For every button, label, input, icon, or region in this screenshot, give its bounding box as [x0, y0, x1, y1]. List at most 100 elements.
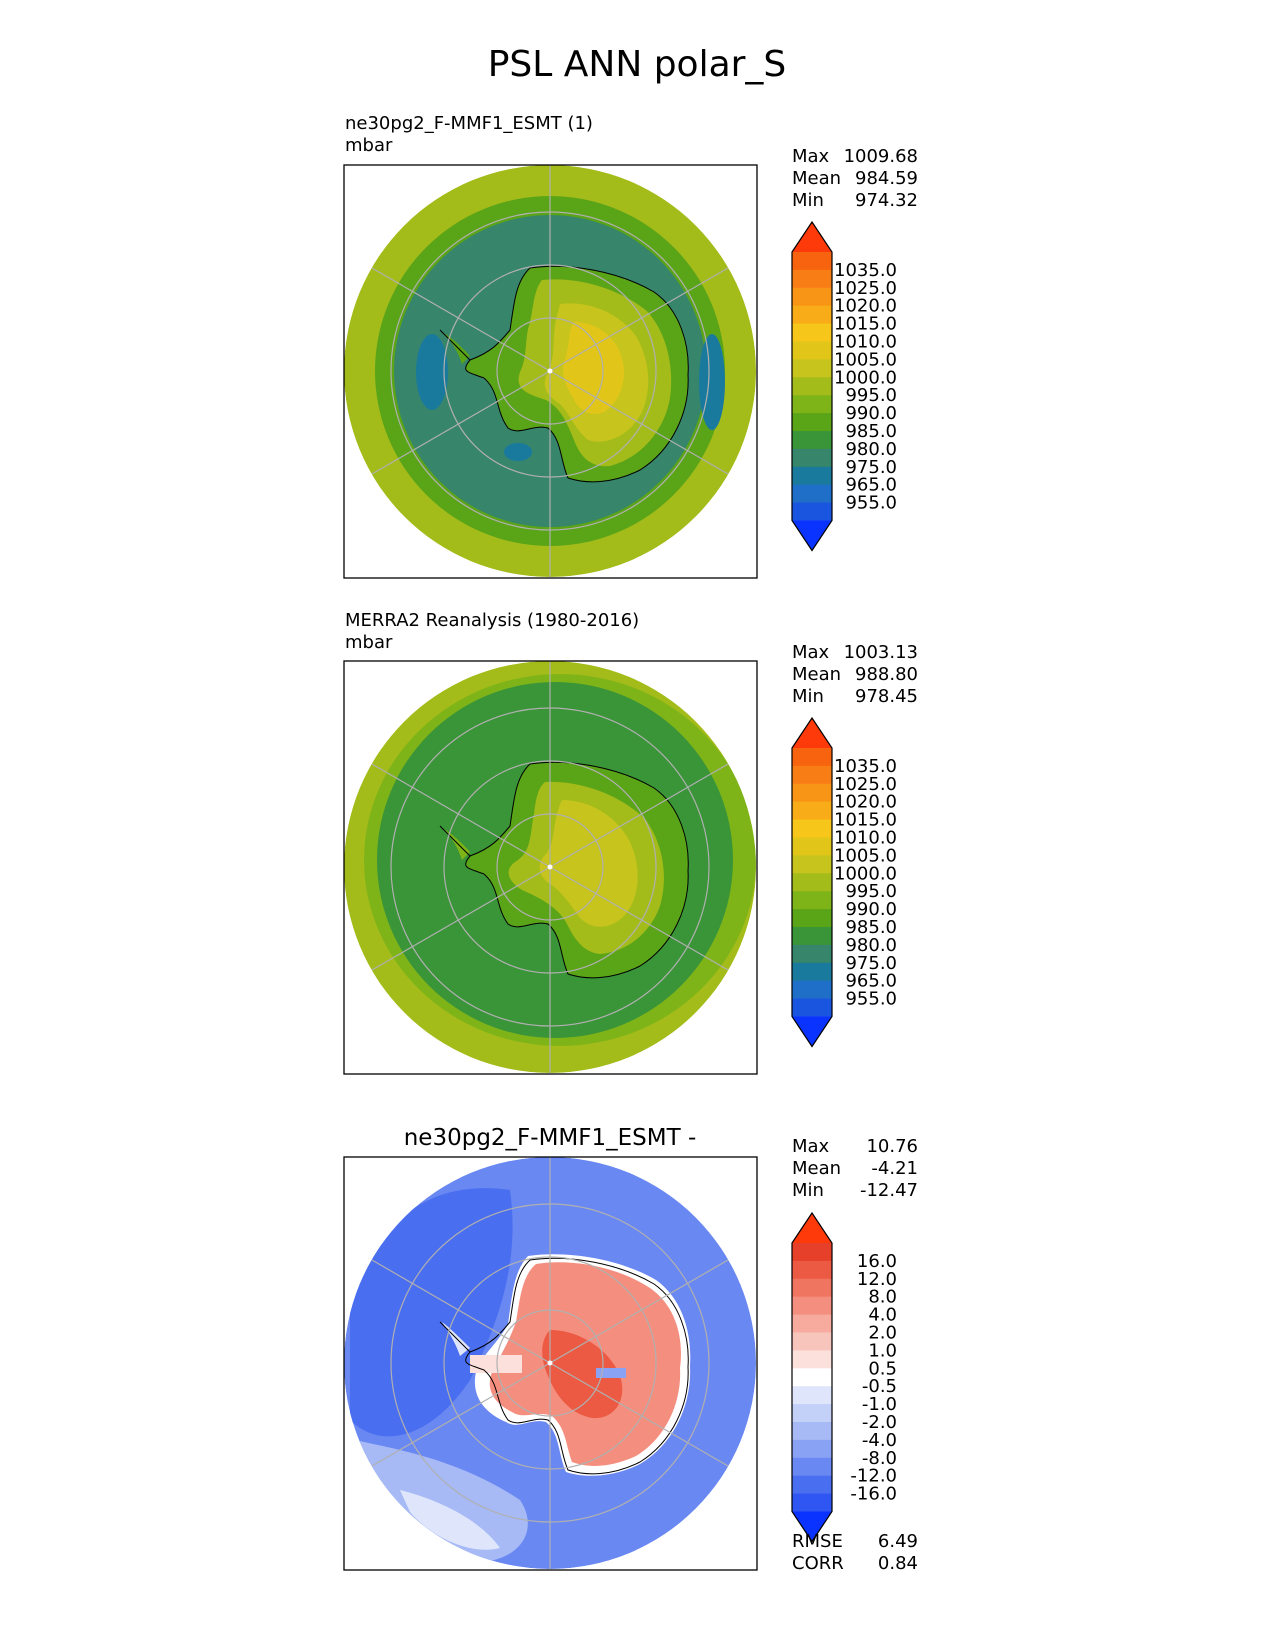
stat-max-value: 1003.13 — [844, 642, 918, 663]
panel-reference: MERRA2 Reanalysis (1980-2016) mbar — [343, 610, 918, 1075]
colorbar-tick-label: 1035.0 — [834, 756, 897, 777]
map-border — [343, 164, 758, 579]
low-pressure-west — [416, 334, 448, 410]
colorbar-tick-label: 2.0 — [868, 1323, 897, 1344]
colorbar-band — [792, 1260, 832, 1280]
colorbar-extend-min — [792, 1016, 832, 1047]
colorbar-tick-label: 8.0 — [868, 1287, 897, 1308]
colorbar-band — [792, 765, 832, 785]
colorbar-tick-label: 4.0 — [868, 1305, 897, 1326]
colorbar-tick-label: 1015.0 — [834, 314, 897, 335]
south-pole-marker — [547, 864, 553, 870]
colorbar: 1035.01025.01020.01015.01010.01005.01000… — [791, 716, 897, 1048]
colorbar: 1035.01025.01020.01015.01010.01005.01000… — [791, 220, 897, 552]
colorbar-band — [792, 1314, 832, 1333]
colorbar-band — [792, 801, 832, 820]
colorbar-band — [792, 323, 832, 342]
colorbar-tick-label: 1035.0 — [834, 260, 897, 281]
stat-min-label: Min — [792, 190, 824, 211]
colorbar-band — [792, 1278, 832, 1298]
metrics-block: RMSE 6.49 CORR 0.84 — [792, 1531, 918, 1574]
coastline — [439, 761, 689, 979]
stat-min-value: 978.45 — [855, 686, 918, 707]
stat-max-label: Max — [792, 642, 830, 663]
colorbar-tick-label: -1.0 — [862, 1394, 897, 1415]
colorbar-outline — [791, 220, 833, 552]
coastline — [439, 265, 689, 483]
colorbar-tick-label: 955.0 — [845, 989, 897, 1010]
colorbar-band — [792, 819, 832, 838]
polar-map — [343, 164, 758, 579]
stat-mean-label: Mean — [792, 664, 841, 685]
colorbar-tick-label: 1000.0 — [834, 863, 897, 884]
stat-max-value: 1009.68 — [844, 146, 918, 167]
colorbar-tick-label: -16.0 — [850, 1484, 897, 1505]
metric-rmse-label: RMSE — [792, 1531, 843, 1552]
colorbar-tick-label: 12.0 — [857, 1269, 897, 1290]
stat-max-value: 10.76 — [866, 1136, 918, 1157]
colorbar-tick-label: 0.5 — [868, 1358, 897, 1379]
south-pole-marker — [547, 368, 553, 374]
colorbar-tick-label: 1020.0 — [834, 792, 897, 813]
stat-mean-value: 988.80 — [855, 664, 918, 685]
colorbar-band — [792, 252, 832, 271]
low-pressure-south — [504, 443, 532, 461]
panel-title-center: ne30pg2_F-MMF1_ESMT - — [404, 1125, 697, 1151]
colorbar-extend-min — [792, 1511, 832, 1542]
colorbar-band — [792, 1422, 832, 1441]
panel-difference: ne30pg2_F-MMF1_ESMT - — [343, 1125, 918, 1574]
colorbar-band — [792, 287, 832, 307]
colorbar-extend-max — [792, 1213, 832, 1243]
colorbar-band — [792, 377, 832, 396]
colorbar-band — [792, 395, 832, 414]
colorbar-tick-label: 1005.0 — [834, 845, 897, 866]
colorbar-band — [792, 1439, 832, 1459]
colorbar-band — [792, 873, 832, 892]
colorbar-tick-label: 1.0 — [868, 1340, 897, 1361]
panel-title-line1: MERRA2 Reanalysis (1980-2016) — [345, 610, 639, 631]
colorbar-band — [792, 1368, 832, 1387]
colorbar-extend-min — [792, 520, 832, 551]
colorbar-band — [792, 431, 832, 450]
colorbar-tick-label: 1020.0 — [834, 296, 897, 317]
colorbar-band — [792, 359, 832, 378]
stat-max-label: Max — [792, 1136, 830, 1157]
coastline — [439, 1257, 689, 1475]
panel-units: mbar — [345, 135, 393, 156]
stats-block: Max 1009.68 Mean 984.59 Min 974.32 — [792, 146, 918, 211]
stat-min-label: Min — [792, 686, 824, 707]
colorbar-tick-label: 1000.0 — [834, 367, 897, 388]
colorbar-extend-max — [792, 718, 832, 748]
colorbar-band — [792, 413, 832, 432]
colorbar-tick-label: 975.0 — [845, 457, 897, 478]
colorbar-band — [792, 1332, 832, 1351]
metric-rmse-value: 6.49 — [878, 1531, 918, 1552]
panel-units: mbar — [345, 632, 393, 653]
colorbar-tick-label: 1015.0 — [834, 810, 897, 831]
map-border — [343, 660, 758, 1075]
colorbar-tick-label: 995.0 — [845, 385, 897, 406]
colorbar-band — [792, 909, 832, 928]
stat-mean-label: Mean — [792, 1158, 841, 1179]
colorbar-outline — [791, 1211, 833, 1543]
stat-min-value: 974.32 — [855, 190, 918, 211]
metric-corr-value: 0.84 — [878, 1553, 918, 1574]
panel-title-line1: ne30pg2_F-MMF1_ESMT (1) — [345, 113, 593, 134]
colorbar-tick-label: 1010.0 — [834, 332, 897, 353]
figure-title: PSL ANN polar_S — [488, 44, 787, 85]
stat-max-label: Max — [792, 146, 830, 167]
colorbar-band — [792, 1475, 832, 1494]
colorbar-tick-label: 990.0 — [845, 403, 897, 424]
antarctica-1000 — [539, 800, 638, 927]
colorbar-band — [792, 269, 832, 289]
colorbar-band — [792, 1404, 832, 1423]
colorbar-band — [792, 944, 832, 964]
colorbar-tick-label: 985.0 — [845, 421, 897, 442]
near-zero-southwest — [400, 1490, 500, 1550]
colorbar-band — [792, 855, 832, 874]
colorbar-band — [792, 1350, 832, 1369]
panel-test: ne30pg2_F-MMF1_ESMT (1) mbar — [343, 113, 918, 579]
colorbar-band — [792, 748, 832, 767]
negative-spot — [596, 1368, 626, 1378]
